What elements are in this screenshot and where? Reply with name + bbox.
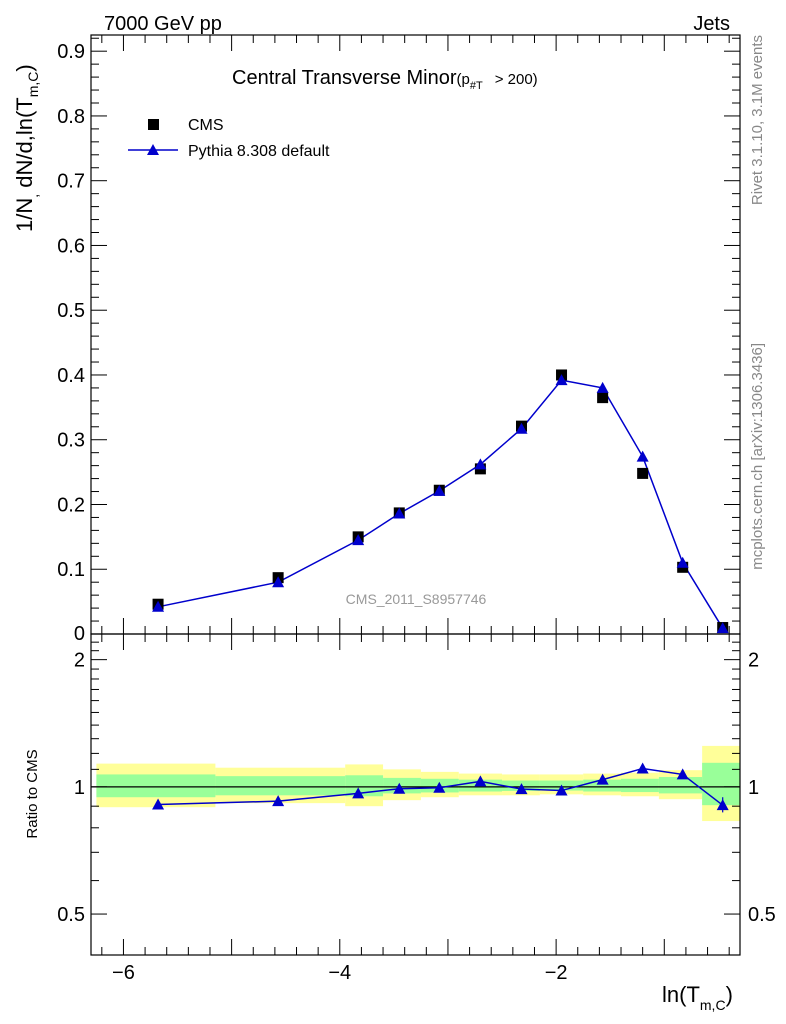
pythia-data-point [393,507,406,519]
x-title-main: ln(T [662,982,700,1007]
plot-title: Central Transverse Minor(p#T > 200) [232,67,538,92]
pythia-data-point [152,600,165,612]
y-tick-label: 0.9 [57,41,85,63]
ratio-band-green [96,774,216,798]
pythia-data-point [555,374,568,386]
ratio-y-tick-label-right: 0.5 [748,904,776,926]
pythia-data-point [716,622,729,634]
plot-title-suffix: > 200) [495,71,538,88]
ratio-plot-frame [90,633,741,956]
y-tick-label: 0.2 [57,494,85,516]
legend: CMS Pythia 8.308 default [128,117,330,160]
y-title-main: 1/N [12,198,37,232]
header-right-label: Jets [693,13,730,35]
main-series-layer [152,369,729,634]
pythia-data-point [636,450,649,462]
ratio-uncertainty-bands [91,745,740,822]
legend-pythia-marker [147,144,159,155]
ratio-series-layer [152,762,729,813]
ratio-pythia-line [158,767,724,806]
cms-data-point [637,467,649,479]
pythia-data-point [515,422,528,434]
watermark-label: CMS_2011_S8957746 [346,591,487,607]
pythia-data-point [596,381,609,393]
y-title-mid: dN/d,ln(T [12,97,37,194]
ratio-y-tick-label: 1 [74,777,85,799]
y-tick-label: 0.7 [57,171,85,193]
ratio-y-tick-label: 0.5 [57,904,85,926]
y-title-sub1: , [25,194,41,198]
ratio-pythia-point [515,783,528,795]
cms-data-point [597,392,609,404]
ratio-pythia-point [596,773,609,785]
ratio-pythia-point [352,787,365,799]
y-tick-label: 0.8 [57,106,85,128]
ratio-pythia-point [474,775,487,787]
pythia-data-point [272,576,285,588]
ratio-y-tick-label-right: 1 [748,777,759,799]
ratio-pythia-point [433,781,446,793]
plot-title-subscript: #T [470,80,483,92]
x-axis-title: ln(Tm,C) [662,982,733,1013]
pythia-data-point [676,556,689,568]
ratio-pythia-point [716,799,729,811]
ratio-pythia-point [272,795,285,807]
ratio-y-tick-label-right: 2 [748,650,759,672]
main-axis-ticks: 0.1 0.2 0.3 0.4 0.5 0.6 0.7 0.8 0.9 0 [57,35,740,645]
pythia-data-point [433,484,446,496]
x-title-end: ) [726,982,733,1007]
main-y-axis-title: 1/N, dN/d,ln(Tm,C) [12,64,41,232]
y-tick-label: 0.1 [57,559,85,581]
pythia-data-point [474,458,487,470]
mcplots-label: mcplots.cern.ch [arXiv:1306.3436] [749,343,766,570]
ratio-pythia-point [152,798,165,810]
x-tick-label: −2 [545,962,568,984]
ratio-band-green [583,779,622,792]
ratio-band-green [215,776,346,796]
main-panel: 0.1 0.2 0.3 0.4 0.5 0.6 0.7 0.8 0.9 0 CMS_2011_S8… [12,34,741,645]
ratio-pythia-point [555,784,568,796]
plot-title-main: Central Transverse Minor [232,67,457,89]
ratio-pythia-point [636,762,649,774]
y-zero-label: 0 [74,623,85,645]
ratio-y-axis-title: Ratio to CMS [24,749,41,838]
x-title-sub: m,C [700,997,726,1013]
rivet-label: Rivet 3.1.10, 3.1M events [749,35,766,205]
x-tick-label: −6 [112,962,135,984]
y-title-end: ) [12,64,37,71]
y-title-sub2: m,C [25,72,41,98]
y-tick-label: 0.5 [57,300,85,322]
ratio-axis-ticks: 0.5 0.5 1 1 2 2 −6 −4 −2 [57,634,776,984]
plot-title-prefix: (p [457,71,470,88]
y-tick-label: 0.3 [57,430,85,452]
ratio-pythia-point [676,768,689,780]
legend-cms-label: CMS [188,117,224,134]
pythia-data-point [352,534,365,546]
ratio-band-green [702,762,740,806]
x-tick-label: −4 [328,962,351,984]
ratio-band-green [621,778,659,793]
y-tick-label: 0.4 [57,365,85,387]
pythia-line [157,379,724,629]
y-tick-label: 0.6 [57,235,85,257]
legend-cms-marker [148,119,159,130]
ratio-y-tick-label: 2 [74,650,85,672]
legend-pythia-label: Pythia 8.308 default [188,143,330,160]
ratio-panel: 0.5 0.5 1 1 2 2 −6 −4 −2 Ratio to CMS [24,633,776,984]
header-left-label: 7000 GeV pp [104,13,222,35]
ratio-pythia-point [393,782,406,794]
